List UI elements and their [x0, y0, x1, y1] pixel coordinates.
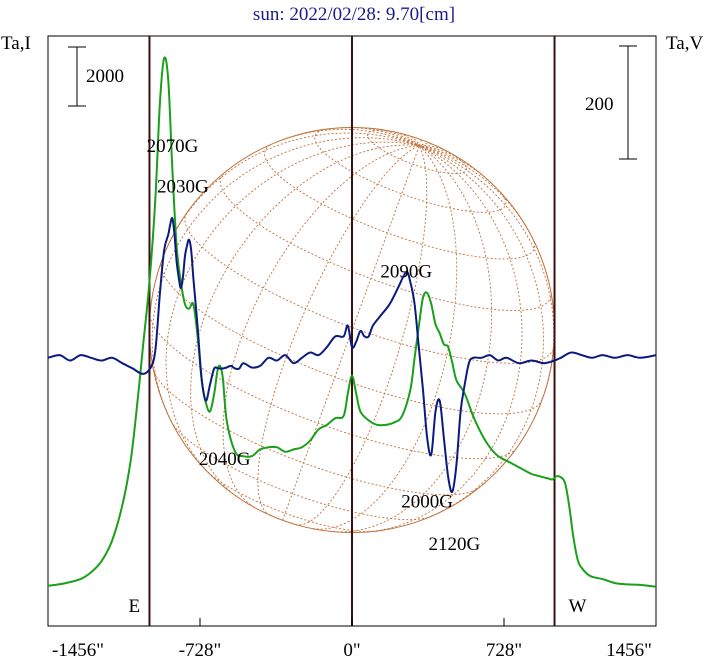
x-tick-label: 1456" — [606, 640, 652, 661]
annotation-label: 2090G — [380, 261, 432, 282]
latitude-line — [264, 144, 536, 260]
longitude-line — [190, 144, 420, 497]
annotation-label: 2070G — [147, 136, 199, 157]
series-line-ta-i — [47, 56, 657, 588]
longitude-line — [419, 145, 462, 160]
left-scale-bar-label: 2000 — [86, 66, 124, 87]
longitude-line — [161, 132, 420, 261]
longitude-line — [396, 131, 420, 147]
latitude-line — [149, 315, 516, 460]
left-axis-label: Ta,I — [1, 33, 31, 54]
longitude-line — [151, 137, 420, 422]
series-line-ta-v — [47, 217, 657, 494]
annotation-label: 2040G — [199, 449, 251, 470]
longitude-line — [419, 143, 432, 147]
limb-marker-label: E — [128, 596, 140, 617]
right-axis-label: Ta,V — [666, 33, 703, 54]
longitude-line — [295, 145, 428, 526]
longitude-line — [222, 145, 420, 508]
annotation-label: 2000G — [401, 492, 453, 513]
series-layer — [47, 56, 657, 588]
longitude-line — [419, 145, 446, 151]
annotation-label: 2030G — [157, 176, 209, 197]
annotation-label: 2120G — [428, 534, 480, 555]
x-tick-label: 0" — [343, 640, 360, 661]
longitude-line — [165, 141, 420, 472]
x-tick-label: -1456" — [52, 640, 104, 661]
longitude-line — [419, 145, 491, 183]
limb-marker-label: W — [569, 596, 587, 617]
latitude-line — [170, 421, 432, 521]
latitude-line — [314, 128, 507, 213]
longitude-line — [419, 145, 555, 400]
annotation-layer: 2070G 2030G 2040G 2090G 2000G 2120G — [147, 136, 481, 555]
longitude-line — [282, 145, 420, 521]
right-scale-bar-label: 200 — [585, 94, 614, 115]
longitude-line — [378, 128, 420, 147]
latitude-line — [367, 129, 467, 175]
longitude-line — [419, 145, 544, 517]
x-tick-label: -728" — [179, 640, 222, 661]
longitude-line — [341, 127, 420, 147]
right-scale-bar — [619, 45, 637, 160]
longitude-line — [419, 145, 529, 230]
longitude-line — [418, 139, 422, 146]
longitude-line — [281, 128, 420, 147]
x-tick-label: 728" — [486, 640, 522, 661]
x-tick-labels: -1456" -728" 0" 728" 1456" — [47, 618, 657, 661]
left-scale-bar — [68, 46, 86, 107]
latitude-line — [184, 212, 555, 364]
longitude-line — [312, 145, 458, 530]
longitude-line — [257, 145, 420, 516]
chart-title: sun: 2022/02/28: 9.70[cm] — [253, 4, 455, 25]
longitude-line — [410, 136, 420, 146]
